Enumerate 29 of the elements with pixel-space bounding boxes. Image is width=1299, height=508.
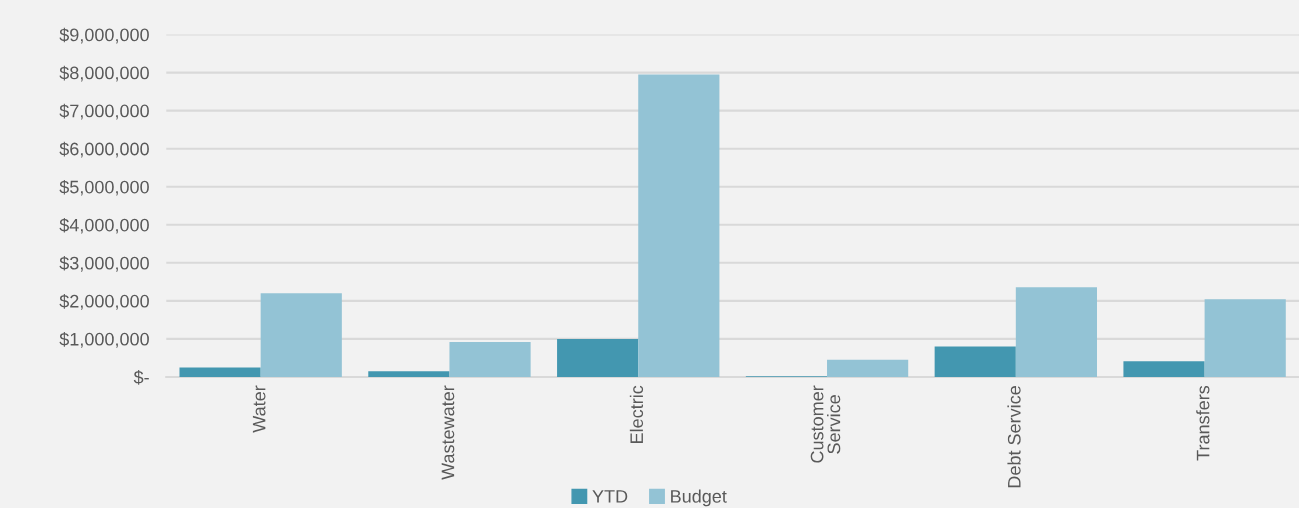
bar — [1204, 299, 1286, 377]
y-tick-label: $5,000,000 — [59, 179, 149, 196]
y-tick-label: $2,000,000 — [59, 294, 149, 310]
y-tick-label: $9,000,000 — [59, 27, 149, 44]
x-tick-label: Wastewater — [441, 385, 455, 480]
legend-label: YTD — [592, 490, 628, 503]
bar — [1123, 361, 1205, 377]
x-tick-label: Water — [252, 385, 266, 433]
x-tick-label: Transfers — [1196, 385, 1210, 461]
x-tick-label: Debt Service — [1007, 386, 1021, 488]
y-tick-label: $4,000,000 — [59, 217, 149, 234]
bar — [179, 367, 261, 377]
y-tick-label: $- — [133, 370, 149, 385]
y-tick-label: $8,000,000 — [59, 65, 149, 82]
bar — [260, 293, 342, 377]
y-tick-label: $6,000,000 — [59, 141, 149, 158]
legend-label: Budget — [671, 489, 727, 507]
bar — [638, 74, 720, 377]
x-tick-label: Electric — [629, 385, 644, 443]
y-tick-label: $1,000,000 — [59, 332, 149, 348]
bar — [449, 341, 531, 377]
bar — [934, 346, 1016, 377]
bar — [827, 359, 909, 377]
x-tick-label: Customer Service — [810, 385, 841, 463]
bar — [1015, 287, 1097, 377]
y-tick-label: $3,000,000 — [59, 255, 149, 272]
bar — [557, 338, 639, 377]
bar — [368, 371, 450, 377]
y-tick-label: $7,000,000 — [59, 103, 149, 120]
